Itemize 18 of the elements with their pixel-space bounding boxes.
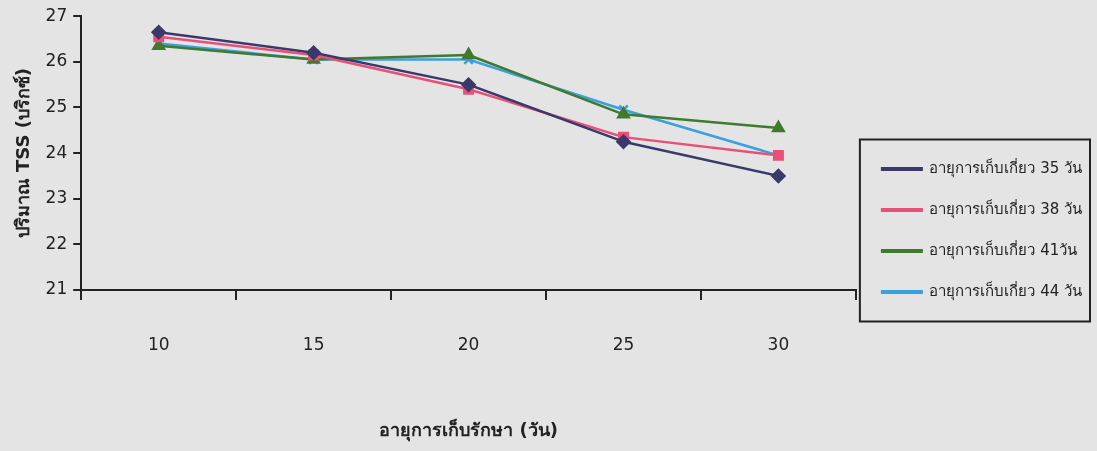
y-axis-title: ปริมาณ TSS (บริกซ์) <box>12 67 34 239</box>
x-tick-label: 25 <box>612 333 635 354</box>
x-tick-label: 10 <box>147 333 170 354</box>
x-axis-title: อายุการเก็บรักษา (วัน) <box>379 417 558 442</box>
legend-label: อายุการเก็บเกี่ยว 41วัน <box>929 238 1078 260</box>
x-tick-label: 20 <box>457 333 480 354</box>
y-tick-label: 21 <box>45 278 68 299</box>
y-tick-label: 25 <box>45 95 68 116</box>
y-tick-label: 22 <box>45 232 68 253</box>
y-tick-label: 27 <box>45 4 68 25</box>
x-tick-label: 15 <box>302 333 325 354</box>
legend-label: อายุการเก็บเกี่ยว 38 วัน <box>929 197 1082 219</box>
x-tick-label: 30 <box>767 333 790 354</box>
y-tick-label: 24 <box>45 141 68 162</box>
y-tick-label: 23 <box>45 187 68 208</box>
y-tick-label: 26 <box>45 50 68 71</box>
legend-label: อายุการเก็บเกี่ยว 35 วัน <box>929 156 1082 178</box>
legend-label: อายุการเก็บเกี่ยว 44 วัน <box>929 279 1082 301</box>
